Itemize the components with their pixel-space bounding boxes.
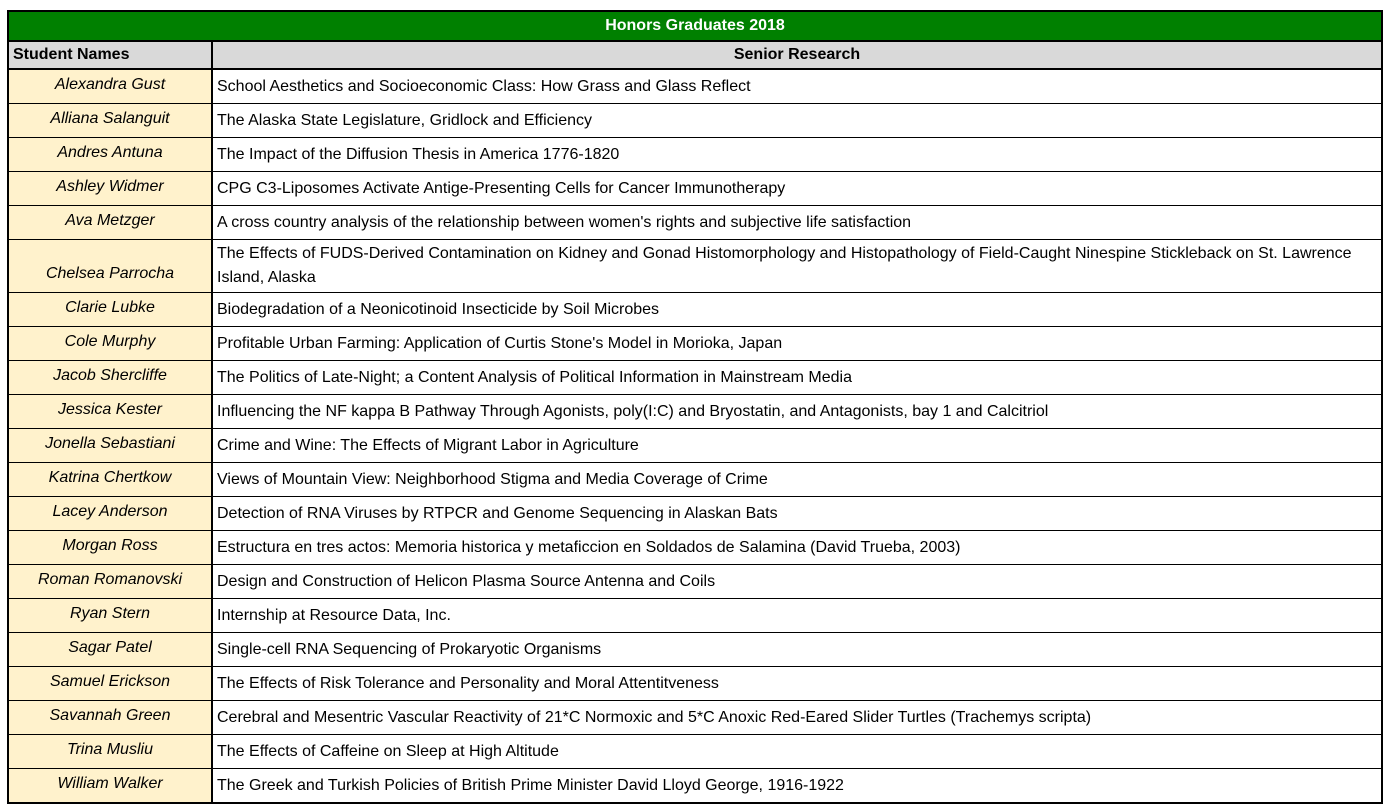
research-title-cell: The Effects of Risk Tolerance and Person… bbox=[211, 666, 1383, 701]
research-title-cell: Single-cell RNA Sequencing of Prokaryoti… bbox=[211, 632, 1383, 667]
table-row: Clarie Lubke Biodegradation of a Neonicot… bbox=[7, 292, 1383, 327]
research-title-cell: Influencing the NF kappa B Pathway Throu… bbox=[211, 394, 1383, 429]
table-row: Sagar Patel Single-cell RNA Sequencing of… bbox=[7, 632, 1383, 667]
student-name-cell: William Walker bbox=[7, 768, 213, 804]
research-title-cell: CPG C3-Liposomes Activate Antige-Present… bbox=[211, 171, 1383, 206]
research-title-cell: Estructura en tres actos: Memoria histor… bbox=[211, 530, 1383, 565]
student-name-cell: Alliana Salanguit bbox=[7, 103, 213, 138]
research-title-cell: Detection of RNA Viruses by RTPCR and Ge… bbox=[211, 496, 1383, 531]
research-title-cell: School Aesthetics and Socioeconomic Clas… bbox=[211, 68, 1383, 104]
table-body: Alexandra Gust School Aesthetics and Soci… bbox=[7, 68, 1383, 804]
student-name-cell: Samuel Erickson bbox=[7, 666, 213, 701]
table-row: Alliana Salanguit The Alaska State Legisl… bbox=[7, 103, 1383, 138]
research-title-cell: Biodegradation of a Neonicotinoid Insect… bbox=[211, 292, 1383, 327]
research-title-cell: The Politics of Late-Night; a Content An… bbox=[211, 360, 1383, 395]
table-row: Savannah Green Cerebral and Mesentric Vas… bbox=[7, 700, 1383, 735]
table-row: Trina Musliu The Effects of Caffeine on S… bbox=[7, 734, 1383, 769]
research-title-cell: The Effects of FUDS-Derived Contaminatio… bbox=[211, 239, 1383, 293]
student-name-cell: Jonella Sebastiani bbox=[7, 428, 213, 463]
table-row: Roman Romanovski Design and Construction … bbox=[7, 564, 1383, 599]
column-header-row: Student Names Senior Research bbox=[7, 40, 1383, 70]
table-row: Chelsea Parrocha The Effects of FUDS-Deri… bbox=[7, 239, 1383, 293]
table-row: Morgan Ross Estructura en tres actos: Mem… bbox=[7, 530, 1383, 565]
research-title-cell: The Greek and Turkish Policies of Britis… bbox=[211, 768, 1383, 804]
table-row: Samuel Erickson The Effects of Risk Toler… bbox=[7, 666, 1383, 701]
table-row: Andres Antuna The Impact of the Diffusion… bbox=[7, 137, 1383, 172]
table-title: Honors Graduates 2018 bbox=[7, 10, 1383, 42]
table-row: Katrina Chertkow Views of Mountain View: … bbox=[7, 462, 1383, 497]
student-name-cell: Ashley Widmer bbox=[7, 171, 213, 206]
column-header-student-names: Student Names bbox=[7, 40, 213, 70]
table-row: Ava Metzger A cross country analysis of t… bbox=[7, 205, 1383, 240]
student-name-cell: Cole Murphy bbox=[7, 326, 213, 361]
research-title-cell: Design and Construction of Helicon Plasm… bbox=[211, 564, 1383, 599]
student-name-cell: Chelsea Parrocha bbox=[7, 239, 213, 293]
research-title-cell: Crime and Wine: The Effects of Migrant L… bbox=[211, 428, 1383, 463]
research-title-cell: The Effects of Caffeine on Sleep at High… bbox=[211, 734, 1383, 769]
title-row: Honors Graduates 2018 bbox=[7, 10, 1383, 42]
student-name-cell: Roman Romanovski bbox=[7, 564, 213, 599]
student-name-cell: Ryan Stern bbox=[7, 598, 213, 633]
table-row: Jessica Kester Influencing the NF kappa B… bbox=[7, 394, 1383, 429]
student-name-cell: Clarie Lubke bbox=[7, 292, 213, 327]
table-row: William Walker The Greek and Turkish Poli… bbox=[7, 768, 1383, 804]
table-row: Lacey Anderson Detection of RNA Viruses b… bbox=[7, 496, 1383, 531]
student-name-cell: Trina Musliu bbox=[7, 734, 213, 769]
student-name-cell: Alexandra Gust bbox=[7, 68, 213, 104]
research-title-cell: A cross country analysis of the relation… bbox=[211, 205, 1383, 240]
honors-graduates-table: Honors Graduates 2018 Student Names Seni… bbox=[7, 10, 1383, 804]
research-title-cell: Profitable Urban Farming: Application of… bbox=[211, 326, 1383, 361]
student-name-cell: Katrina Chertkow bbox=[7, 462, 213, 497]
table-row: Alexandra Gust School Aesthetics and Soci… bbox=[7, 68, 1383, 104]
student-name-cell: Morgan Ross bbox=[7, 530, 213, 565]
student-name-cell: Andres Antuna bbox=[7, 137, 213, 172]
research-title-cell: The Impact of the Diffusion Thesis in Am… bbox=[211, 137, 1383, 172]
student-name-cell: Jacob Shercliffe bbox=[7, 360, 213, 395]
research-title-cell: The Alaska State Legislature, Gridlock a… bbox=[211, 103, 1383, 138]
table-row: Ryan Stern Internship at Resource Data, I… bbox=[7, 598, 1383, 633]
student-name-cell: Lacey Anderson bbox=[7, 496, 213, 531]
table-row: Jacob Shercliffe The Politics of Late-Nig… bbox=[7, 360, 1383, 395]
student-name-cell: Sagar Patel bbox=[7, 632, 213, 667]
table-row: Ashley Widmer CPG C3-Liposomes Activate A… bbox=[7, 171, 1383, 206]
student-name-cell: Ava Metzger bbox=[7, 205, 213, 240]
table-row: Cole Murphy Profitable Urban Farming: App… bbox=[7, 326, 1383, 361]
research-title-cell: Views of Mountain View: Neighborhood Sti… bbox=[211, 462, 1383, 497]
column-header-senior-research: Senior Research bbox=[211, 40, 1383, 70]
research-title-cell: Internship at Resource Data, Inc. bbox=[211, 598, 1383, 633]
student-name-cell: Jessica Kester bbox=[7, 394, 213, 429]
research-title-cell: Cerebral and Mesentric Vascular Reactivi… bbox=[211, 700, 1383, 735]
student-name-cell: Savannah Green bbox=[7, 700, 213, 735]
table-row: Jonella Sebastiani Crime and Wine: The Ef… bbox=[7, 428, 1383, 463]
